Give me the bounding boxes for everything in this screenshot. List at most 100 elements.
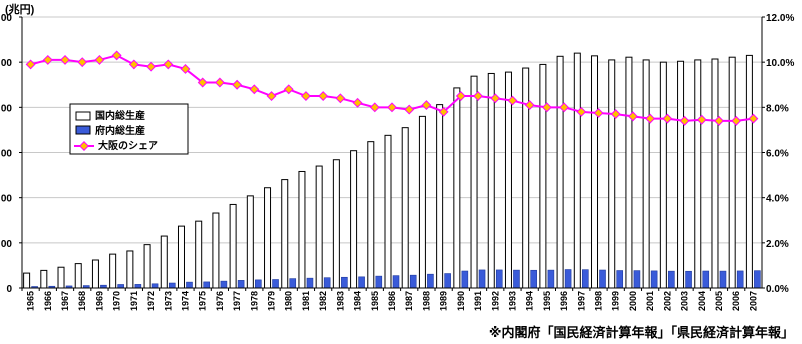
share-point-2004 [696, 114, 707, 125]
x-tick-label-1988: 1988 [421, 291, 431, 311]
share-point-1983 [335, 93, 346, 104]
x-tick-label-1981: 1981 [301, 291, 311, 311]
x-tick-label-1992: 1992 [490, 291, 500, 311]
share-point-1999 [610, 109, 621, 120]
bar-domestic-1974 [177, 225, 185, 289]
bar-domestic-1987 [401, 127, 409, 289]
x-tick-label-1996: 1996 [559, 291, 569, 311]
share-point-1995 [541, 102, 552, 113]
legend-label-share: 大阪のシェア [98, 139, 158, 152]
bar-domestic-1967 [57, 266, 65, 289]
share-point-1967 [60, 54, 70, 65]
x-tick-label-1966: 1966 [43, 291, 53, 311]
share-point-1993 [507, 95, 518, 106]
bar-prefecture-1989 [444, 273, 451, 289]
share-point-1984 [352, 97, 363, 108]
share-line-group [25, 50, 759, 126]
left-tick-label-4: 00 [1, 103, 13, 114]
bar-domestic-2004 [694, 59, 702, 289]
bar-domestic-1969 [91, 259, 99, 289]
left-tick-label-2: 00 [1, 194, 13, 205]
right-tick-label-6: 12.0% [766, 13, 794, 24]
x-tick-label-1974: 1974 [180, 291, 190, 311]
bar-domestic-1993 [504, 71, 512, 289]
bar-prefecture-1992 [495, 269, 503, 289]
bar-prefecture-2001 [650, 270, 658, 289]
bar-prefecture-1970 [117, 284, 124, 289]
share-point-1966 [42, 54, 53, 65]
bar-domestic-1996 [556, 55, 564, 289]
bar-domestic-2001 [642, 59, 650, 289]
x-tick-label-1972: 1972 [146, 291, 156, 311]
x-tick-label-2007: 2007 [748, 291, 758, 311]
bar-prefecture-1990 [461, 270, 469, 289]
x-tick-label-1967: 1967 [60, 291, 70, 311]
legend-label-prefecture: 府内総生産 [95, 124, 145, 137]
share-point-1985 [369, 102, 380, 113]
share-point-1974 [180, 63, 191, 74]
bar-prefecture-1975 [203, 281, 210, 289]
share-point-1965 [25, 59, 36, 70]
bar-domestic-1989 [436, 104, 444, 289]
x-tick-label-1970: 1970 [112, 291, 122, 311]
bar-domestic-1992 [487, 72, 495, 289]
bar-series-group [23, 52, 761, 289]
bar-prefecture-1972 [151, 283, 159, 289]
share-point-1976 [214, 77, 225, 88]
share-point-1994 [524, 100, 535, 111]
bar-prefecture-2006 [736, 270, 744, 289]
bar-domestic-1966 [40, 269, 48, 289]
x-tick-label-1982: 1982 [318, 291, 328, 311]
x-tick-label-2001: 2001 [645, 291, 655, 311]
left-tick-label-3: 00 [1, 149, 13, 160]
x-tick-label-1979: 1979 [267, 291, 277, 311]
bar-prefecture-1988 [427, 273, 434, 289]
bar-domestic-1975 [195, 220, 203, 289]
bar-domestic-2003 [677, 60, 685, 289]
share-point-1988 [421, 100, 432, 111]
share-point-1986 [387, 102, 397, 113]
x-tick-label-1975: 1975 [198, 291, 208, 311]
share-point-1980 [283, 84, 294, 95]
bar-domestic-1994 [522, 67, 530, 289]
x-tick-label-1991: 1991 [473, 291, 483, 311]
bar-prefecture-1987 [409, 274, 417, 289]
bar-domestic-1968 [74, 263, 82, 289]
bar-domestic-1986 [384, 134, 392, 289]
x-tick-label-1969: 1969 [94, 291, 104, 311]
bar-domestic-1990 [453, 87, 461, 289]
x-tick-label-1984: 1984 [353, 291, 363, 311]
bar-domestic-1972 [143, 244, 151, 289]
share-point-2001 [645, 113, 656, 124]
bar-prefecture-1996 [564, 269, 572, 289]
share-point-2000 [627, 111, 638, 122]
bar-prefecture-1974 [186, 281, 193, 289]
x-tick-label-1977: 1977 [232, 291, 242, 311]
right-tick-label-0: 0.0% [766, 284, 789, 295]
bar-domestic-2002 [659, 61, 667, 289]
bar-prefecture-1984 [358, 276, 365, 289]
bar-domestic-1970 [109, 253, 117, 289]
bar-prefecture-2000 [633, 270, 641, 289]
x-tick-label-1965: 1965 [26, 291, 36, 311]
bar-prefecture-2004 [702, 270, 710, 289]
bar-domestic-2005 [711, 58, 719, 289]
right-tick-label-5: 10.0% [766, 58, 794, 69]
share-point-1978 [249, 84, 260, 95]
bar-prefecture-1983 [341, 276, 348, 289]
share-point-2002 [662, 113, 673, 124]
bar-domestic-1984 [350, 150, 358, 289]
x-tick-label-1999: 1999 [611, 291, 621, 311]
bar-prefecture-1980 [289, 278, 297, 289]
legend-swatch-prefecture [75, 125, 91, 135]
left-tick-label-6: 00 [1, 13, 13, 24]
bar-domestic-1999 [608, 59, 616, 289]
bar-prefecture-2002 [668, 270, 675, 289]
bar-prefecture-2005 [719, 270, 727, 289]
right-tick-label-4: 8.0% [766, 103, 789, 114]
bar-domestic-1976 [212, 212, 220, 289]
bar-domestic-1991 [470, 75, 478, 289]
bar-domestic-1978 [246, 195, 254, 289]
x-tick-label-2005: 2005 [714, 291, 724, 311]
share-point-1998 [593, 108, 604, 118]
